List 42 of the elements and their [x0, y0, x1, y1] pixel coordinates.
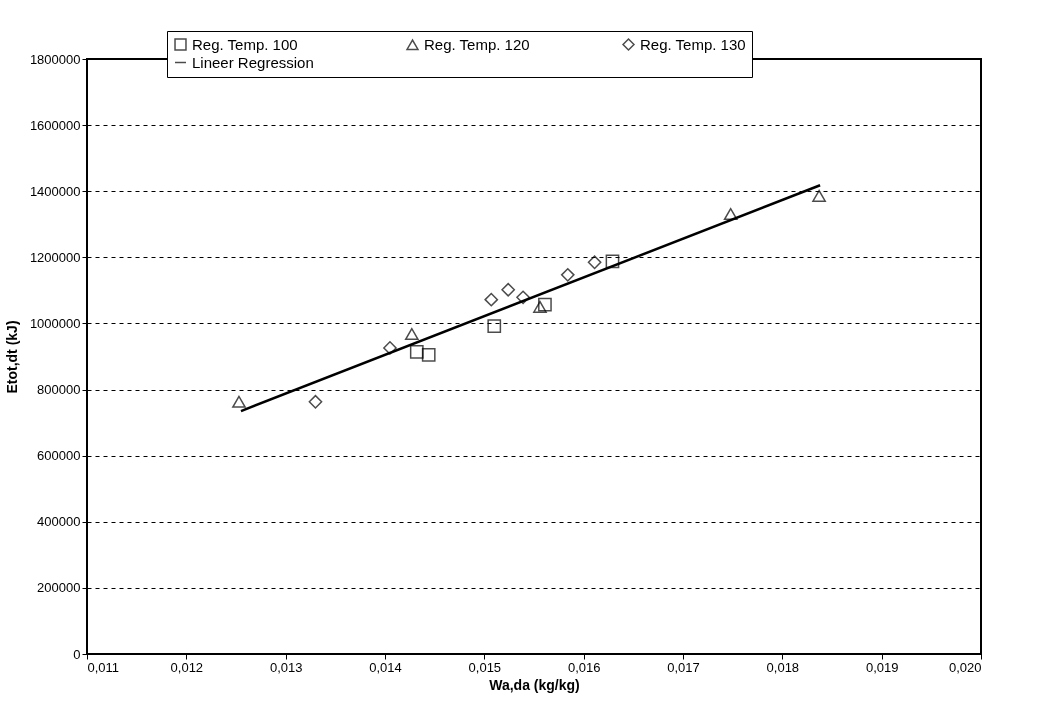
point — [404, 327, 419, 341]
legend-label: Lineer Regression — [192, 53, 314, 71]
point — [232, 395, 246, 408]
x-tick-label: 0,018 — [766, 659, 800, 675]
x-tick-label: 0,013 — [269, 659, 303, 675]
point — [587, 255, 602, 270]
point — [533, 300, 547, 313]
y-tick-label: 1000000 — [29, 315, 81, 331]
x-tick-label: 0,011 — [87, 659, 120, 675]
legend-label: Reg. Temp. 100 — [192, 35, 298, 53]
point — [484, 292, 499, 307]
point — [560, 267, 575, 282]
point — [723, 207, 738, 221]
point — [501, 282, 516, 297]
legend-label: Reg. Temp. 120 — [424, 35, 530, 53]
point — [605, 254, 620, 269]
x-tick-label: 0,012 — [170, 659, 204, 675]
y-tick-label: 800000 — [37, 382, 81, 398]
point — [487, 319, 502, 333]
x-tick-label: 0,014 — [369, 659, 402, 675]
y-tick-label: 200000 — [37, 580, 81, 596]
point — [421, 347, 436, 362]
y-tick-label: 600000 — [37, 448, 81, 464]
legend-label: Reg. Temp. 130 — [640, 35, 746, 53]
y-tick-label: 0 — [73, 646, 81, 662]
y-axis-title: Etot,dt (kJ) — [3, 320, 20, 394]
x-tick-label: 0,019 — [865, 659, 899, 675]
y-tick-label: 1200000 — [29, 249, 81, 265]
point — [409, 345, 424, 359]
point — [812, 189, 826, 202]
point — [538, 297, 552, 312]
y-tick-label: 400000 — [37, 514, 81, 530]
x-tick-label: 0,015 — [468, 659, 502, 675]
x-tick-label: 0,020 — [948, 659, 982, 675]
point — [308, 394, 323, 409]
x-axis-title: Wa,da (kg/kg) — [489, 676, 580, 693]
x-tick-label: 0,017 — [667, 659, 700, 675]
y-tick-label: 1400000 — [29, 183, 81, 199]
y-tick-label: 1600000 — [29, 117, 81, 133]
point — [516, 290, 530, 305]
y-tick-label: 1800000 — [29, 51, 81, 67]
x-tick-label: 0,016 — [567, 659, 601, 675]
